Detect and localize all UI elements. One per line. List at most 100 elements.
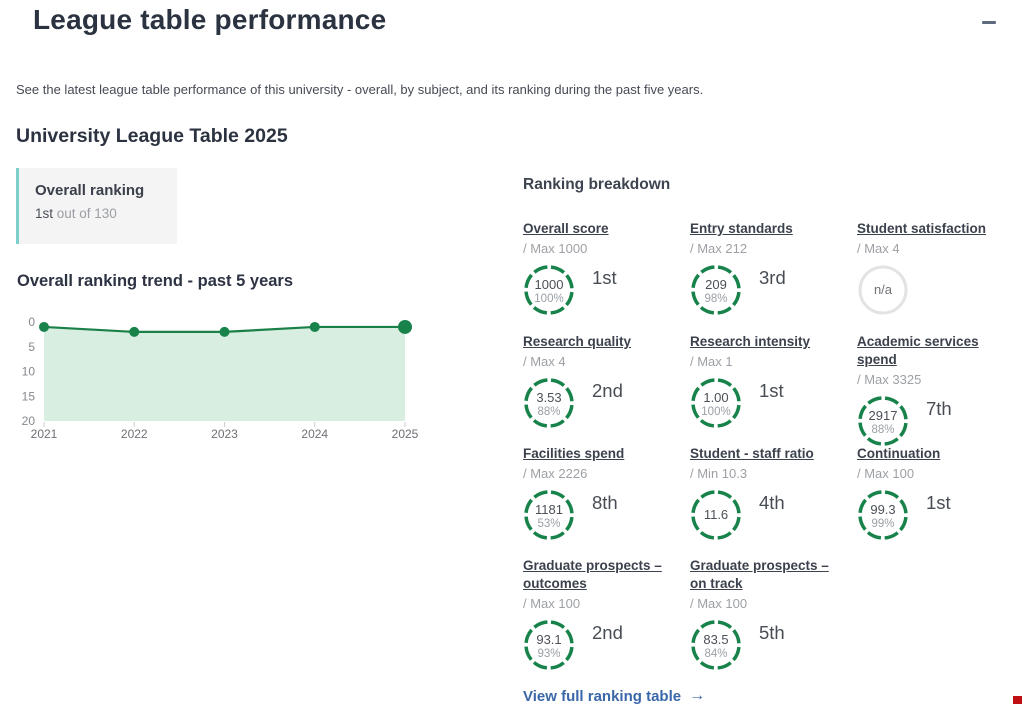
x-tick-label: 2023 — [211, 427, 238, 441]
gauge-ring — [524, 265, 574, 315]
metric-max: / Max 100 — [523, 596, 581, 611]
metric-gauge: 83.584% — [691, 620, 741, 670]
y-tick-label: 20 — [22, 414, 36, 428]
gauge-percent: 100% — [701, 406, 730, 418]
overall-rank-total: out of 130 — [53, 206, 117, 221]
arrow-right-icon: → — [689, 687, 706, 704]
trend-point-2024 — [309, 321, 320, 332]
x-tick-label: 2022 — [121, 427, 148, 441]
overall-ranking-title: Overall ranking — [35, 182, 145, 199]
overall-rank-position: 1st — [35, 206, 54, 221]
view-full-ranking-table-link[interactable]: View full ranking table → — [523, 687, 705, 704]
metric-label-link[interactable]: Graduate prospects – on track — [690, 558, 829, 591]
ranking-breakdown-title: Ranking breakdown — [523, 176, 671, 193]
metric-rank: 4th — [759, 492, 785, 513]
metric-label-link[interactable]: Student satisfaction — [857, 221, 987, 236]
trend-chart-title: Overall ranking trend - past 5 years — [17, 272, 294, 290]
league-table-subtitle: University League Table 2025 — [16, 125, 288, 147]
x-tick-label: 2025 — [392, 427, 419, 441]
metric-max: / Max 1000 — [523, 241, 588, 256]
metric-label-link[interactable]: Graduate prospects – outcomes — [523, 558, 662, 591]
overall-ranking-value: 1st out of 130 — [35, 206, 167, 221]
metric-max: / Max 3325 — [857, 372, 922, 387]
red-corner-fragment — [1013, 696, 1022, 704]
gauge-ring — [691, 265, 741, 315]
metric-rank: 1st — [592, 267, 617, 288]
metric-gauge: n/a — [858, 265, 908, 315]
gauge-value: 99.3 — [870, 502, 895, 517]
metric-label-link[interactable]: Overall score — [523, 221, 609, 236]
y-tick-label: 0 — [28, 315, 35, 329]
gauge-value: 209 — [705, 277, 727, 292]
metric-max: / Min 10.3 — [690, 466, 748, 481]
x-tick-label: 2024 — [301, 427, 328, 441]
trend-area — [44, 326, 405, 421]
gauge-ring — [858, 396, 908, 446]
metric-label-link[interactable]: Facilities spend — [523, 446, 625, 461]
gauge-ring — [691, 490, 741, 540]
overall-ranking-card: Overall ranking 1st out of 130 — [16, 168, 177, 244]
section-description: See the latest league table performance … — [16, 82, 704, 97]
gauge-ring — [524, 490, 574, 540]
gauge-value: 11.6 — [704, 507, 728, 522]
metric-max: / Max 1 — [690, 354, 733, 369]
metric-max: / Max 100 — [690, 596, 748, 611]
metric-label-link[interactable]: Academic services spend — [857, 334, 979, 367]
gauge-value: 1181 — [535, 502, 563, 517]
metric-tile-10: Graduate prospects – outcomes / Max 100 … — [523, 557, 690, 671]
metric-tile-11: Graduate prospects – on track / Max 100 … — [690, 557, 857, 671]
gauge-percent: 93% — [537, 648, 560, 660]
metric-tile-6: Academic services spend / Max 3325 2917 8… — [857, 333, 1022, 446]
view-link-label: View full ranking table — [523, 687, 682, 704]
metric-gauge: 93.193% — [524, 620, 574, 670]
metric-rank: 2nd — [592, 380, 623, 401]
metric-label-link[interactable]: Student - staff ratio — [690, 446, 814, 461]
collapse-section-button[interactable] — [975, 10, 1003, 34]
gauge-percent: 53% — [537, 518, 560, 530]
metric-gauge: 99.399% — [858, 490, 908, 540]
y-tick-label: 10 — [22, 365, 36, 379]
gauge-ring — [691, 620, 741, 670]
metric-tile-8: Student - staff ratio / Min 10.3 11.6 4t… — [690, 445, 857, 557]
metric-tile-5: Research intensity / Max 1 1.00 100% 1st — [690, 333, 857, 445]
gauge-value: n/a — [874, 282, 893, 297]
gauge-value: 1000 — [535, 277, 564, 292]
metric-rank: 8th — [592, 492, 618, 513]
gauge-ring — [858, 490, 908, 540]
trend-point-2025 — [398, 319, 412, 334]
trend-point-2021 — [39, 321, 49, 332]
metric-max: / Max 100 — [857, 466, 915, 481]
metric-label-link[interactable]: Continuation — [857, 446, 941, 461]
metric-rank: 1st — [759, 380, 784, 401]
metric-label-link[interactable]: Research quality — [523, 334, 632, 349]
gauge-percent: 100% — [534, 293, 563, 305]
metric-rank: 7th — [926, 398, 952, 419]
metric-label-link[interactable]: Entry standards — [690, 221, 793, 236]
minus-icon — [982, 20, 996, 24]
metric-rank: 1st — [926, 492, 951, 513]
metric-tile-1: Overall score / Max 1000 1000 100% 1st — [523, 220, 690, 333]
y-tick-label: 15 — [22, 389, 36, 403]
metric-tile-3: Student satisfaction / Max 4 n/a — [857, 220, 1022, 333]
page-title: League table performance — [33, 4, 387, 35]
gauge-ring — [524, 620, 574, 670]
gauge-value: 1.00 — [703, 390, 728, 405]
trend-point-2022 — [129, 326, 140, 337]
metric-rank: 2nd — [592, 622, 623, 643]
x-tick-label: 2021 — [31, 427, 58, 441]
metric-max: / Max 4 — [523, 354, 566, 369]
gauge-value: 2917 — [869, 408, 898, 423]
gauge-percent: 88% — [871, 424, 894, 436]
gauge-value: 3.53 — [536, 390, 561, 405]
metric-label-link[interactable]: Research intensity — [690, 334, 811, 349]
gauge-percent: 99% — [871, 518, 894, 530]
gauge-ring-na — [858, 265, 908, 315]
gauge-ring — [691, 378, 741, 428]
gauge-percent: 98% — [704, 293, 727, 305]
